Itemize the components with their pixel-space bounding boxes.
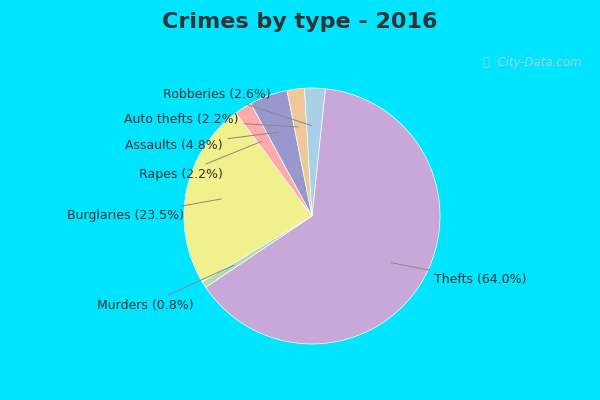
Text: Burglaries (23.5%): Burglaries (23.5%): [67, 199, 221, 222]
Text: Auto thefts (2.2%): Auto thefts (2.2%): [124, 114, 298, 127]
Text: Robberies (2.6%): Robberies (2.6%): [163, 88, 311, 126]
Wedge shape: [236, 104, 312, 216]
Text: Murders (0.8%): Murders (0.8%): [97, 265, 234, 312]
Wedge shape: [184, 113, 312, 282]
Wedge shape: [251, 90, 312, 216]
Wedge shape: [206, 89, 440, 344]
Wedge shape: [305, 88, 325, 216]
Text: Rapes (2.2%): Rapes (2.2%): [139, 142, 262, 181]
Wedge shape: [202, 216, 312, 287]
Text: Thefts (64.0%): Thefts (64.0%): [391, 263, 526, 286]
Text: Crimes by type - 2016: Crimes by type - 2016: [162, 12, 438, 32]
Wedge shape: [287, 88, 312, 216]
Text: Assaults (4.8%): Assaults (4.8%): [125, 132, 279, 152]
Text: ⓘ  City-Data.com: ⓘ City-Data.com: [484, 56, 582, 69]
